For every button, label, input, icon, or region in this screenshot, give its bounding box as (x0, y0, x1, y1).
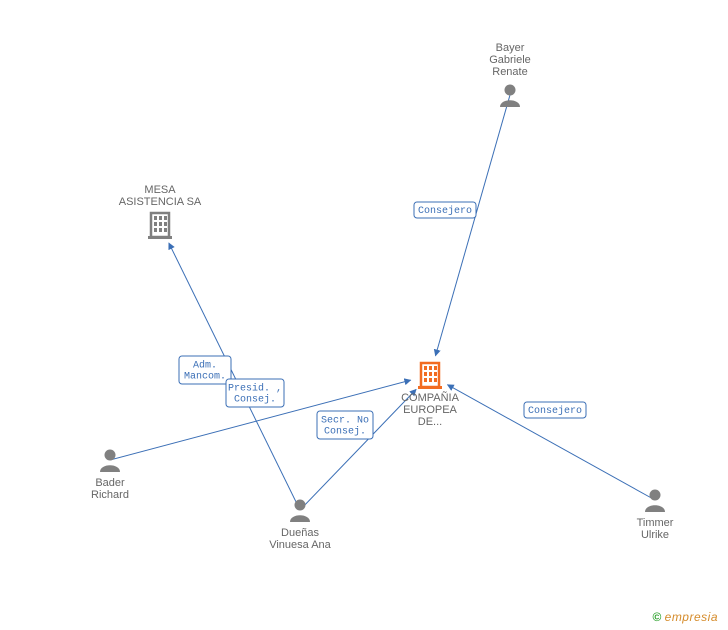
node-label: Gabriele (489, 54, 531, 66)
node-label: Renate (492, 66, 527, 78)
edges-layer (110, 95, 655, 510)
watermark: © empresia (652, 610, 718, 624)
watermark-name: empresia (665, 610, 718, 624)
edge-label-text: Presid. , (228, 383, 282, 395)
node-label: Richard (91, 489, 129, 501)
person-icon (100, 450, 120, 473)
node-label: DE... (418, 416, 442, 428)
node-label: COMPAÑIA (401, 391, 460, 404)
node-label: EUROPEA (403, 404, 457, 416)
edge-label-text: Adm. (193, 360, 217, 372)
node-label: Dueñas (281, 527, 319, 539)
network-graph: BayerGabrieleRenate MESAASISTENCIA SA COMP… (0, 0, 728, 630)
building-icon (418, 363, 442, 389)
edge-label-text: Consejero (418, 205, 472, 217)
node-label: Bayer (496, 42, 525, 54)
node-label: ASISTENCIA SA (119, 196, 202, 208)
node-label: MESA (144, 184, 176, 196)
edge-labels-layer: ConsejeroAdm.Mancom.Presid. ,Consej.Secr… (179, 202, 586, 439)
node-label: Bader (95, 477, 125, 489)
edge-duenas-compania (300, 389, 416, 510)
person-icon (645, 490, 665, 513)
edge-label-text: Consej. (324, 426, 366, 438)
copyright-symbol: © (652, 610, 661, 624)
nodes-layer: BayerGabrieleRenate MESAASISTENCIA SA COMP… (91, 42, 674, 551)
node-label: Timmer (637, 517, 674, 529)
edge-bayer-compania (435, 95, 510, 356)
node-label: Ulrike (641, 529, 669, 541)
edge-label-text: Secr. No (321, 416, 369, 427)
edge-label-text: Mancom. (184, 372, 226, 383)
building-icon (148, 213, 172, 239)
node-label: Vinuesa Ana (269, 539, 331, 551)
edge-label-text: Consej. (234, 394, 276, 406)
edge-label-text: Consejero (528, 405, 582, 417)
